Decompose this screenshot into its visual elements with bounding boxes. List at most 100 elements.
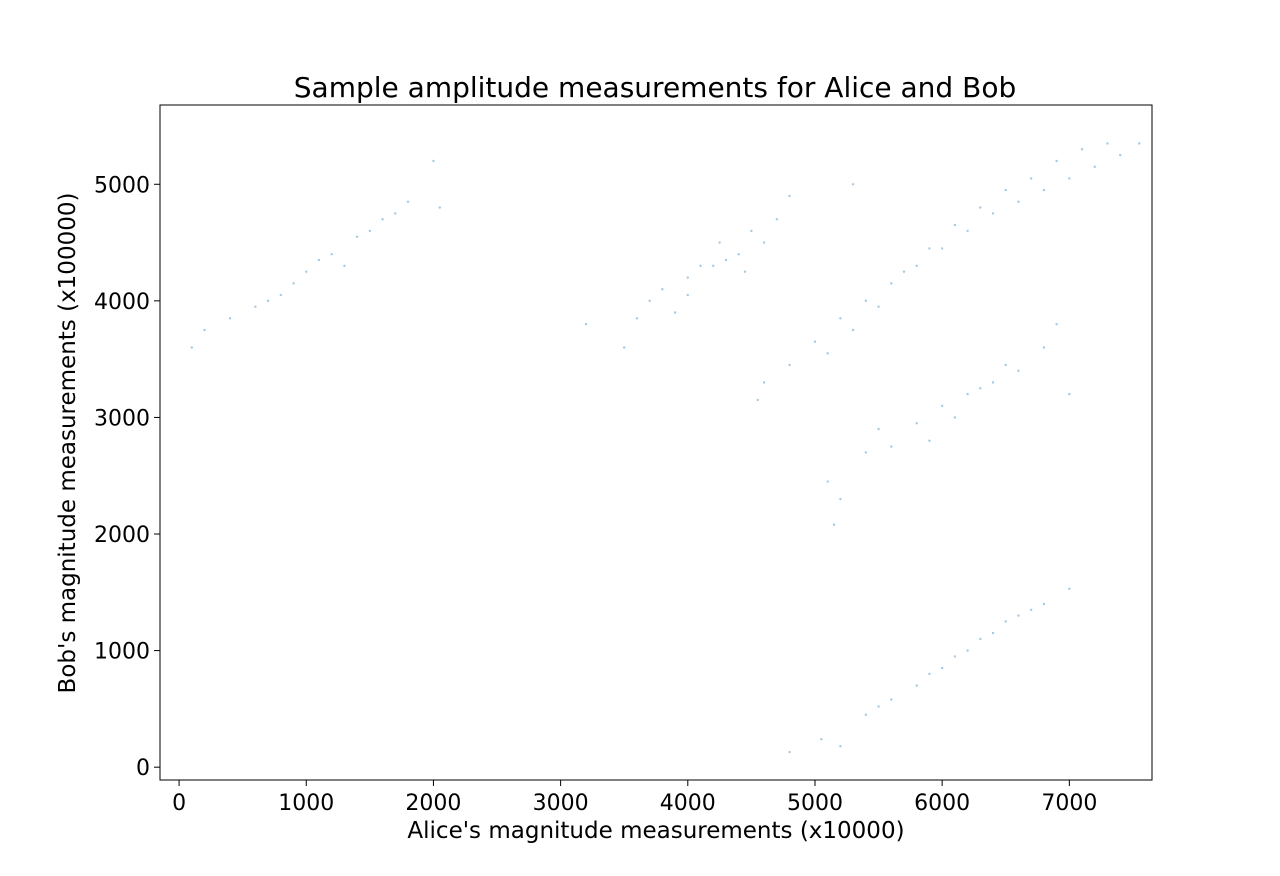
data-point	[743, 270, 747, 273]
data-point	[902, 270, 906, 273]
data-point	[1138, 142, 1141, 145]
data-point	[623, 346, 626, 349]
data-point	[1042, 188, 1046, 192]
data-point	[1068, 177, 1071, 180]
data-point	[851, 183, 855, 186]
data-point	[979, 637, 982, 641]
scatter-points	[190, 142, 1141, 754]
data-point	[940, 404, 944, 407]
data-point	[1017, 614, 1020, 617]
data-point	[915, 264, 918, 268]
data-point	[355, 235, 359, 238]
data-point	[979, 387, 982, 390]
data-point	[1004, 188, 1007, 192]
y-axis-label: Bob's magnitude measurements (x100000)	[55, 193, 81, 694]
data-point	[890, 282, 893, 285]
y-tick-label: 3000	[94, 406, 150, 431]
data-point	[737, 253, 740, 256]
y-axis: 0 1000 2000 3000 4000 5000	[94, 173, 160, 781]
data-point	[343, 264, 346, 268]
data-point	[953, 223, 957, 227]
data-point	[915, 684, 918, 687]
data-point	[877, 427, 880, 431]
y-tick-label: 1000	[94, 640, 150, 665]
y-tick-label: 0	[136, 756, 150, 781]
x-tick-label: 3000	[533, 791, 589, 816]
data-point	[686, 276, 689, 279]
x-tick-label: 1000	[278, 791, 334, 816]
data-point	[750, 229, 753, 233]
data-point	[305, 270, 308, 273]
y-tick-label: 2000	[94, 523, 150, 548]
plot-frame	[159, 104, 1153, 781]
data-point	[228, 317, 232, 320]
data-point	[756, 398, 759, 402]
data-point	[1068, 392, 1071, 396]
data-point	[839, 497, 842, 501]
data-point	[940, 666, 944, 670]
data-point	[788, 750, 791, 754]
data-point	[438, 206, 441, 209]
data-point	[203, 328, 206, 332]
data-point	[190, 346, 193, 349]
data-point	[775, 218, 779, 221]
data-point	[1004, 363, 1007, 367]
data-point	[724, 258, 728, 262]
data-point	[877, 305, 880, 308]
x-tick-label: 7000	[1041, 791, 1097, 816]
data-point	[839, 317, 842, 320]
data-point	[686, 293, 689, 297]
data-point	[762, 241, 766, 244]
data-point	[1042, 602, 1046, 606]
data-point	[966, 229, 969, 233]
x-tick-label: 4000	[660, 791, 716, 816]
data-point	[1080, 148, 1084, 151]
data-point	[381, 218, 384, 221]
data-point	[832, 523, 836, 526]
data-point	[1029, 608, 1033, 611]
data-point	[1068, 587, 1071, 591]
data-point	[928, 672, 931, 676]
data-point	[1029, 177, 1033, 180]
data-point	[890, 698, 893, 701]
data-point	[788, 363, 791, 367]
data-point	[712, 264, 715, 268]
data-point	[979, 206, 982, 209]
data-point	[826, 480, 829, 483]
data-point	[1106, 142, 1109, 145]
data-point	[1093, 165, 1096, 168]
data-point	[673, 311, 677, 314]
data-point	[1004, 620, 1007, 623]
data-point	[317, 258, 321, 262]
data-point	[839, 744, 842, 748]
data-point	[851, 328, 855, 332]
x-tick-label: 6000	[914, 791, 970, 816]
data-point	[826, 352, 829, 355]
data-point	[584, 322, 588, 326]
data-point	[394, 212, 397, 215]
data-point	[368, 229, 372, 233]
data-point	[928, 439, 931, 442]
data-point	[953, 655, 957, 658]
data-point	[1119, 153, 1122, 157]
data-point	[890, 445, 893, 448]
data-point	[254, 305, 257, 308]
data-point	[1017, 369, 1020, 372]
data-point	[718, 241, 721, 244]
data-point	[991, 212, 995, 215]
x-tick-label: 2000	[405, 791, 461, 816]
y-tick-label: 4000	[94, 290, 150, 315]
data-point	[991, 631, 995, 635]
data-point	[928, 247, 931, 250]
data-point	[864, 713, 868, 716]
data-point	[661, 288, 664, 291]
y-tick-label: 5000	[94, 173, 150, 198]
data-point	[699, 264, 702, 268]
data-point	[1055, 322, 1058, 326]
data-point	[877, 705, 880, 708]
x-axis-label: Alice's magnitude measurements (x10000)	[407, 818, 904, 844]
data-point	[762, 381, 766, 384]
data-point	[1055, 159, 1058, 163]
data-point	[406, 200, 410, 203]
